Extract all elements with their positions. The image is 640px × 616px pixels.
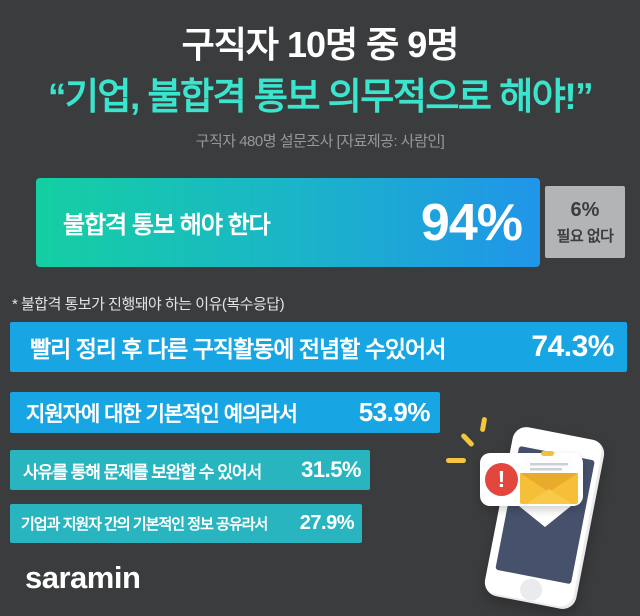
reason-bar-label: 지원자에 대한 기본적인 예의라서 <box>26 402 298 426</box>
alert-icon: ! <box>485 463 518 496</box>
reason-bar-1: 빨리 정리 후 다른 구직활동에 전념할 수있어서 74.3% <box>10 322 627 372</box>
result-yes-label: 불합격 통보 해야 한다 <box>63 212 271 239</box>
survey-source-caption: 구직자 480명 설문조사 [자료제공: 사람인] <box>195 133 445 150</box>
notification-tail <box>514 502 576 527</box>
sparkle-icon-2 <box>460 432 475 448</box>
envelope-icon <box>520 458 578 504</box>
reason-bar-value: 31.5% <box>301 457 361 482</box>
reason-bar-label: 빨리 정리 후 다른 구직활동에 전념할 수있어서 <box>30 336 446 362</box>
reason-bar-value: 53.9% <box>358 397 431 427</box>
reason-bar-label: 사유를 통해 문제를 보완할 수 있어서 <box>23 462 262 482</box>
saramin-logo: saramin <box>25 560 141 595</box>
popup-tab <box>541 451 554 456</box>
notification-popup: ! <box>480 451 583 506</box>
result-no-value: 6% <box>570 198 600 221</box>
result-box-no: 6% 필요 없다 <box>545 186 625 258</box>
reason-bar-2: 지원자에 대한 기본적인 예의라서 53.9% <box>10 392 440 433</box>
sparkle-icon-3 <box>446 458 466 463</box>
reason-bar-value: 74.3% <box>531 330 614 363</box>
reason-bar-label: 기업과 지원자 간의 기본적인 정보 공유라서 <box>21 516 268 533</box>
headline: “기업, 불합격 통보 의무적으로 해야!” <box>47 76 594 117</box>
result-bar-yes: 불합격 통보 해야 한다 94% <box>36 178 540 267</box>
reason-bar-value: 27.9% <box>299 512 355 534</box>
reason-bar-4: 기업과 지원자 간의 기본적인 정보 공유라서 27.9% <box>10 504 362 543</box>
sparkle-icon-1 <box>479 416 488 433</box>
result-no-label: 필요 없다 <box>556 227 614 245</box>
reasons-heading: * 불합격 통보가 진행돼야 하는 이유(복수응답) <box>12 296 285 313</box>
reason-bar-3: 사유를 통해 문제를 보완할 수 있어서 31.5% <box>10 450 370 490</box>
result-yes-value: 94% <box>420 193 523 252</box>
exclamation-mark: ! <box>497 466 506 492</box>
phone-home-button <box>517 576 544 603</box>
page-title: 구직자 10명 중 9명 <box>181 24 460 65</box>
